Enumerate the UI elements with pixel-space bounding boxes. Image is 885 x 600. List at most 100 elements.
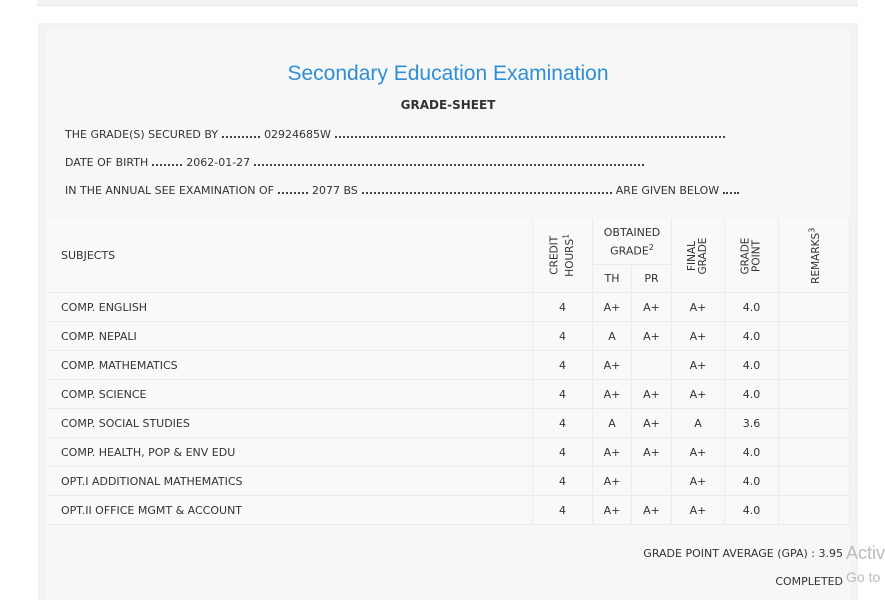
- leader: [152, 163, 183, 166]
- cell-value: A+: [643, 416, 660, 430]
- final-grade: FINAL GRADE: [686, 237, 709, 274]
- table-cell: A+: [672, 380, 725, 409]
- cell-value: A+: [603, 445, 621, 459]
- table-cell: 4.0: [725, 322, 779, 351]
- cell-value: A+: [689, 445, 707, 459]
- header-cell: GRADE POINT: [725, 219, 779, 293]
- table-cell: COMP. HEALTH, POP & ENV EDU: [46, 438, 533, 467]
- table-cell: 4.0: [725, 496, 779, 525]
- table-cell: 4: [533, 293, 593, 322]
- table-cell: 4: [533, 438, 593, 467]
- cell-value: 4: [559, 474, 566, 488]
- table-cell: A+: [672, 438, 725, 467]
- remarks: REMARKS: [809, 232, 822, 284]
- cell-value: A+: [643, 329, 660, 343]
- table-cell: A+: [632, 322, 672, 351]
- table-cell: 4: [533, 351, 593, 380]
- cell-value: 4: [559, 300, 566, 314]
- table-cell: 4: [533, 496, 593, 525]
- cell-value: A+: [643, 300, 660, 314]
- info-line: DATE OF BIRTH 2062-01-27: [65, 156, 648, 169]
- cell-value: A+: [689, 329, 707, 343]
- table-cell: 4: [533, 380, 593, 409]
- cell-value: 4: [559, 416, 566, 430]
- info-label: DATE OF BIRTH: [65, 156, 149, 169]
- table-cell: [632, 351, 672, 380]
- table-cell: 3.6: [725, 409, 779, 438]
- cell-value: 3.6: [742, 416, 761, 430]
- cell-value: A+: [603, 300, 621, 314]
- cell-value: 4.0: [742, 329, 761, 343]
- cell-value: A+: [643, 387, 660, 401]
- subject: COMP. SCIENCE: [61, 387, 147, 401]
- info-line: THE GRADE(S) SECURED BY 02924685W: [65, 128, 729, 141]
- cell-value: 4: [559, 358, 566, 372]
- table-cell: A: [672, 409, 725, 438]
- header-cell: PR: [632, 265, 672, 293]
- footnote-mark: 2: [648, 242, 654, 252]
- header-cell: TH: [593, 265, 632, 293]
- header-text: SUBJECTS: [61, 249, 116, 262]
- cell-value: 4: [559, 387, 566, 401]
- subject: COMP. HEALTH, POP & ENV EDU: [61, 445, 236, 459]
- watermark: Activ: [846, 543, 885, 563]
- info-line: IN THE ANNUAL SEE EXAMINATION OF 2077 BS A…: [65, 184, 743, 197]
- table-cell: A+: [593, 351, 632, 380]
- table-cell: A+: [672, 351, 725, 380]
- table-cell: A+: [672, 467, 725, 496]
- table-cell: A+: [672, 293, 725, 322]
- obtained-grade: OBTAINED GRADE: [603, 225, 661, 258]
- leader: [277, 191, 308, 194]
- status: COMPLETED: [775, 575, 843, 588]
- subject: COMP. ENGLISH: [61, 300, 148, 314]
- title: Secondary Education Examination: [287, 62, 609, 85]
- header-text: FINAL GRADE: [686, 230, 709, 282]
- table-cell: COMP. SCIENCE: [46, 380, 533, 409]
- subject: COMP. MATHEMATICS: [61, 358, 178, 372]
- table-cell: [632, 467, 672, 496]
- table-cell: OPT.I ADDITIONAL MATHEMATICS: [46, 467, 533, 496]
- leader: [222, 135, 261, 138]
- gpa-label: GRADE POINT AVERAGE (GPA) :: [643, 547, 815, 560]
- table-cell: A+: [593, 496, 632, 525]
- header-cell: SUBJECTS: [46, 219, 533, 293]
- subject: OPT.I ADDITIONAL MATHEMATICS: [61, 474, 243, 488]
- cell-value: 4.0: [742, 358, 761, 372]
- cell-value: A+: [689, 358, 707, 372]
- info-label: IN THE ANNUAL SEE EXAMINATION OF: [65, 184, 274, 197]
- leader: [361, 191, 612, 194]
- subtitle: GRADE-SHEET: [400, 98, 496, 112]
- table-cell: A+: [672, 496, 725, 525]
- cell-value: 4.0: [742, 387, 761, 401]
- header-text: GRADE POINT: [740, 229, 763, 282]
- table-cell: 4: [533, 322, 593, 351]
- leader: [334, 135, 725, 138]
- footer: [46, 525, 850, 600]
- table-cell: [779, 351, 850, 380]
- cell-value: 4.0: [742, 300, 761, 314]
- table-cell: A+: [593, 467, 632, 496]
- watermark: Go to: [846, 569, 881, 585]
- table-cell: A+: [632, 438, 672, 467]
- table-cell: [779, 496, 850, 525]
- table-cell: 4.0: [725, 351, 779, 380]
- header-cell: FINAL GRADE: [672, 219, 725, 293]
- cell-value: A+: [603, 503, 621, 517]
- header-cell: CREDIT HOURS1: [533, 219, 593, 293]
- gpa-value: 3.95: [818, 547, 844, 560]
- subject: COMP. SOCIAL STUDIES: [61, 416, 190, 430]
- cell-value: A: [608, 416, 616, 430]
- cell-value: 4: [559, 445, 566, 459]
- cell-value: A+: [603, 387, 621, 401]
- table-cell: OPT.II OFFICE MGMT & ACCOUNT: [46, 496, 533, 525]
- footnote-mark: 1: [561, 234, 571, 240]
- table-cell: [779, 293, 850, 322]
- table-cell: [779, 467, 850, 496]
- table-cell: A: [593, 409, 632, 438]
- header-text: OBTAINED GRADE2: [602, 225, 662, 259]
- header-text: REMARKS3: [806, 226, 822, 286]
- cell-value: 4: [559, 503, 566, 517]
- table-cell: COMP. SOCIAL STUDIES: [46, 409, 533, 438]
- header-text: CREDIT HOURS1: [548, 226, 576, 285]
